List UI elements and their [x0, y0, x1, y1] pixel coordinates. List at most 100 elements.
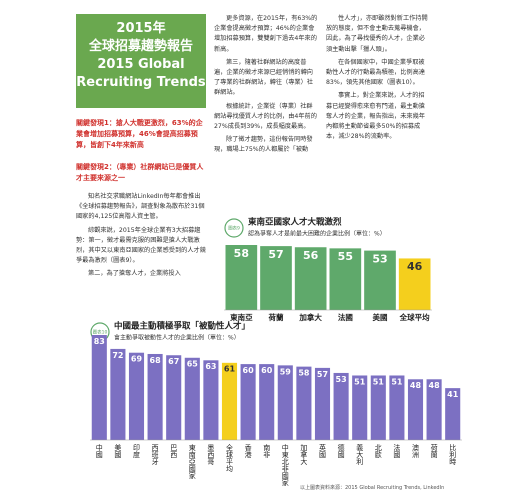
category-label: 北歐: [374, 444, 382, 459]
bar: [294, 247, 327, 310]
paragraph: 知名社交求職網站LinkedIn每年都會推出《全球招募趨勢報告》，調查對象為散布…: [76, 193, 205, 221]
chart-subtitle: 會主動爭取被動性人才的企業比例（單位：%）: [114, 334, 240, 342]
key-finding: 關鍵發現2：（專業）社群網站已是優質人才主要來源之一: [76, 163, 204, 182]
chart-subtitle: 認為爭奪人才是前最大困難的企業比例（單位：%）: [248, 230, 386, 238]
category-label: 中國: [95, 443, 103, 459]
value-label: 51: [354, 377, 366, 386]
bar: [203, 360, 219, 440]
category-label: 荷蘭: [268, 312, 284, 322]
category-label: 東南亞: [230, 312, 253, 322]
value-label: 46: [407, 260, 423, 273]
bar: [314, 367, 331, 440]
value-label: 61: [224, 365, 236, 374]
value-label: 60: [243, 366, 255, 375]
bar: [91, 335, 107, 440]
category-label: 全球平均: [399, 312, 430, 322]
bar: [147, 353, 163, 440]
bar: [445, 388, 461, 440]
key-finding: 關鍵發現1：搶人大戰更激烈，63%的企業會增加招募預算，46%會提高招募預算，皆…: [76, 119, 203, 149]
column: 性人才」，亦即雖然對新工作持開放的態度，但不會主動去蒐尋機會，因此，為了尋找優秀…: [326, 14, 430, 145]
title-line: 全球招募趨勢報告: [88, 39, 193, 54]
value-label: 48: [429, 381, 441, 390]
category-label: 中東北非國家: [281, 443, 289, 486]
value-label: 59: [280, 367, 292, 376]
value-label: 68: [150, 356, 162, 365]
bar: [128, 352, 145, 440]
paragraph: 在各個國家中，中國企業爭取被動性人才的行動最為積極，比例高達83%，領先其他國家…: [326, 58, 425, 87]
paragraph: 綜觀來說，2015年全球企業有3大招募趨勢：第一，徵才最需克服的困難是搶人大戰激…: [76, 226, 206, 265]
bar: [221, 362, 238, 440]
bar: [398, 258, 431, 310]
bar: [277, 365, 293, 440]
bar: [426, 379, 442, 440]
chart-title: 東南亞國家人才大戰激烈: [248, 217, 342, 228]
chart-title: 中國最主動積極爭取「被動性人才」: [114, 321, 250, 332]
value-label: 55: [338, 250, 353, 263]
category-label: 荷蘭: [430, 443, 438, 459]
bar: [407, 379, 424, 440]
value-label: 53: [336, 375, 347, 384]
bar: [260, 246, 292, 310]
bar: [370, 375, 386, 440]
paragraph: 根據統計，企業從（專業）社群網站尋找優質人才的比例，由4年前的27%成長到39%…: [214, 102, 317, 131]
value-label: 58: [298, 369, 310, 378]
value-label: 58: [234, 247, 249, 260]
value-label: 72: [112, 351, 123, 360]
category-label: 比利時: [449, 443, 457, 465]
figure-label: 圖表9: [228, 225, 240, 232]
bar: [184, 357, 200, 440]
title-line: 2015 Global: [97, 57, 185, 72]
column: 更多資源，在2015年，有63%的企業會提高徵才預算；46%的企業會增加招募預算…: [214, 14, 318, 159]
value-label: 56: [303, 249, 319, 262]
bar: [352, 375, 368, 440]
category-label: 巴西: [170, 444, 178, 459]
bar: [364, 250, 396, 310]
bar: [389, 375, 405, 440]
category-label: 墨西哥: [207, 444, 215, 465]
value-label: 63: [205, 362, 216, 371]
category-label: 加拿大: [300, 443, 308, 466]
paragraph: 更多資源，在2015年，有63%的企業會提高徵才預算；46%的企業會增加招募預算…: [214, 15, 318, 53]
category-label: 加拿大: [298, 312, 322, 322]
category-label: 法國: [338, 312, 353, 322]
category-label: 全球平均: [226, 443, 234, 473]
bar: [259, 364, 275, 440]
category-label: 美國: [373, 312, 388, 322]
figure-badge: [224, 218, 244, 238]
category-label: 德國: [337, 443, 345, 459]
category-label: 東南亞國家: [188, 443, 196, 479]
value-label: 53: [372, 252, 387, 265]
value-label: 83: [94, 337, 105, 346]
value-label: 51: [391, 377, 403, 386]
bar: [296, 366, 312, 440]
title-line: 2015年: [116, 21, 166, 36]
column: 知名社交求職網站LinkedIn每年都會推出《全球招募趨勢報告》，調查對象為散布…: [76, 192, 206, 283]
value-label: 57: [268, 248, 283, 261]
category-label: 印度: [133, 444, 141, 459]
title-line: Recruiting Trends: [76, 75, 206, 90]
source: 以上圖表資料來源：2015 Global Recruiting Trends, …: [300, 485, 445, 491]
paragraph: 第二，為了搶奪人才，企業將投入: [88, 270, 181, 278]
category-label: 英國: [319, 443, 327, 459]
value-label: 67: [168, 357, 179, 366]
category-label: 澳洲: [412, 443, 420, 458]
value-label: 41: [447, 390, 459, 399]
value-label: 48: [410, 381, 422, 390]
paragraph: 性人才」，亦即雖然對新工作持開放的態度，但不會主動去蒐尋機會，因此，為了尋找優秀…: [326, 15, 428, 53]
paragraph: 事實上，對企業來說，人才的招募已經變得愈來愈有門道，最主動搶奪人才的企業，報告指…: [326, 92, 425, 141]
bar: [329, 248, 362, 310]
bar: [225, 245, 258, 310]
title-box: 2015年 全球招募趨勢報告 2015 Global Recruiting Tr…: [76, 14, 206, 108]
category-label: 美國: [114, 443, 122, 459]
category-label: 西班牙: [151, 444, 159, 466]
value-label: 57: [317, 370, 328, 379]
bar: [110, 348, 126, 440]
value-label: 51: [373, 377, 385, 386]
paragraph: 第三，隨著社群網站的高度普遍，企業的徵才來源已經悄悄的轉向了專業的社群網站，轉往…: [214, 58, 313, 97]
bar: [240, 364, 256, 440]
bar: [166, 355, 182, 440]
value-label: 60: [261, 366, 273, 375]
paragraph: 除了徵才趨勢，這份報告同時發現，職場上75%的人都屬於「被動: [214, 136, 313, 154]
